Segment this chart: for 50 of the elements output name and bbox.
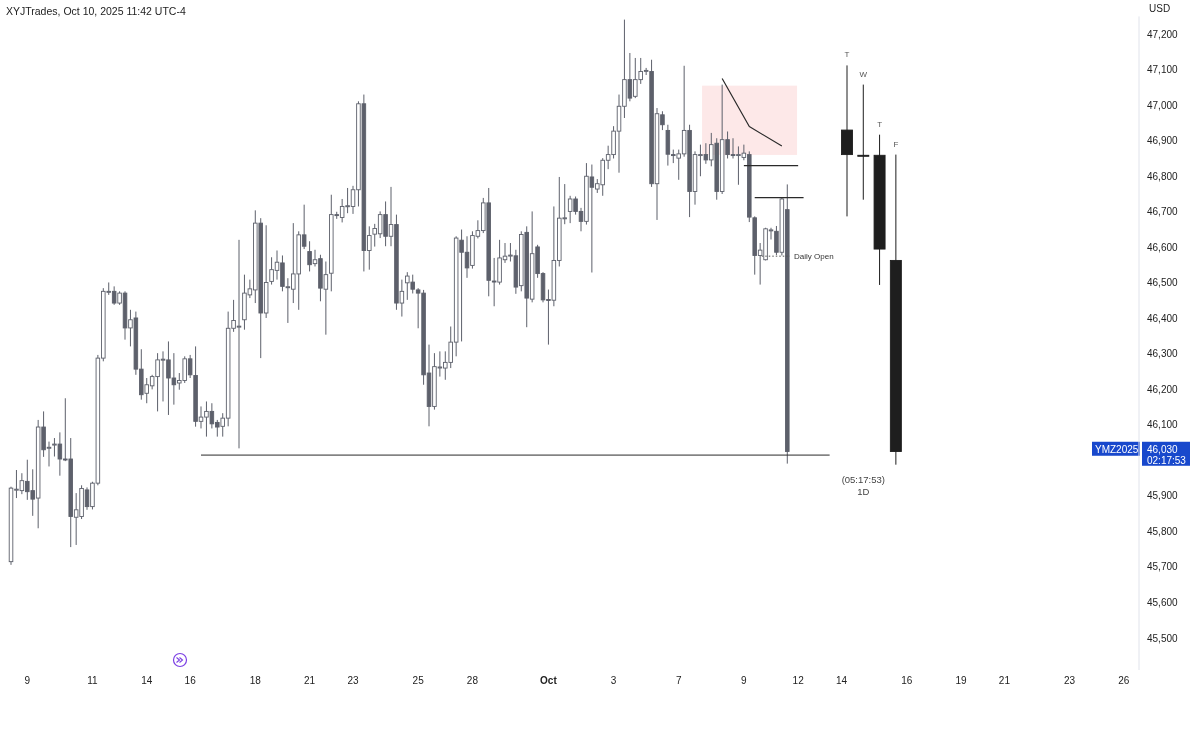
y-tick-label: 45,700 [1147, 561, 1179, 573]
annotation: YMZ2025 [1095, 443, 1139, 455]
x-tick-label: 9 [24, 675, 31, 686]
y-tick-label: 46,400 [1147, 312, 1179, 324]
y-axis-title: USD [1149, 3, 1171, 14]
annotation: T [844, 50, 850, 60]
x-tick-label: 9 [741, 675, 748, 686]
annotation: 1D [857, 486, 870, 497]
y-tick-label: 45,800 [1147, 525, 1179, 537]
chart-title: XYJTrades, Oct 10, 2025 11:42 UTC-4 [6, 5, 186, 17]
y-tick-label: 45,500 [1147, 632, 1179, 644]
x-tick-label: 25 [412, 675, 425, 686]
candlestick [857, 84, 870, 201]
x-tick-label: 12 [792, 675, 805, 686]
y-tick-label: 47,000 [1147, 99, 1179, 111]
y-tick-label: 46,900 [1147, 135, 1179, 147]
y-tick-label: 46,600 [1147, 241, 1179, 253]
y-tick-label: 45,900 [1147, 490, 1179, 502]
annotation: W [859, 69, 868, 79]
y-tick-label: 46,800 [1147, 170, 1179, 182]
x-tick-label: 7 [675, 675, 682, 686]
text: 02:17:53 [1147, 454, 1187, 466]
x-tick-label: 3 [610, 675, 617, 686]
y-tick-label: 46,700 [1147, 206, 1179, 218]
x-tick-label: 28 [466, 675, 479, 686]
y-tick-label: 46,100 [1147, 419, 1179, 431]
x-tick-label: Oct [540, 675, 558, 686]
x-tick-label: 21 [304, 675, 316, 686]
x-tick-label: 14 [836, 675, 848, 686]
y-tick-label: 46,200 [1147, 383, 1179, 395]
y-tick-label: 47,100 [1147, 64, 1179, 76]
annotation: (05:17:53) [841, 474, 885, 485]
x-tick-label: 26 [1118, 675, 1130, 686]
x-tick-label: 23 [1064, 675, 1076, 686]
x-tick-label: 11 [87, 675, 99, 686]
y-tick-label: 45,600 [1147, 597, 1179, 609]
x-tick-label: 23 [347, 675, 360, 686]
ref-line-label: Daily Open [794, 252, 834, 262]
x-tick-label: 16 [184, 675, 197, 686]
x-tick-label: 21 [998, 675, 1011, 686]
x-tick-label: 14 [141, 675, 153, 686]
x-tick-label: 18 [249, 675, 262, 686]
annotation: F [893, 139, 899, 149]
text: 46,030 [1147, 443, 1179, 455]
y-tick-label: 46,300 [1147, 348, 1179, 360]
y-tick-label: 47,200 [1147, 28, 1179, 40]
x-tick-label: 16 [901, 675, 913, 686]
x-tick-label: 19 [955, 675, 967, 686]
y-tick-label: 46,500 [1147, 277, 1179, 289]
annotation: T [877, 119, 883, 129]
